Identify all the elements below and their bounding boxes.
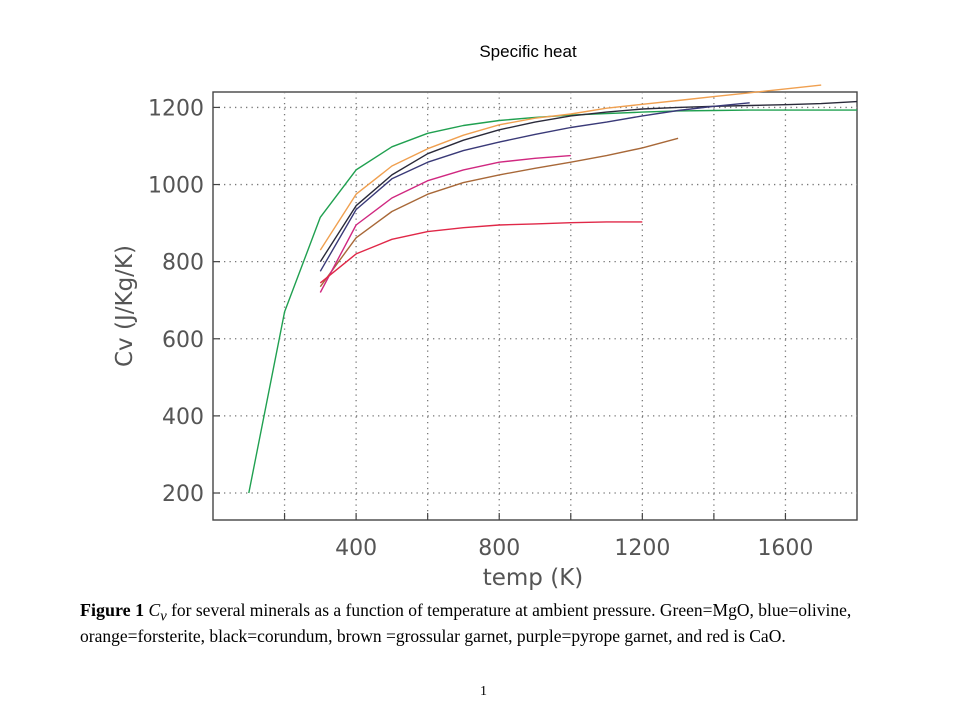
- figure-caption: Figure 1 Cv for several minerals as a fu…: [80, 601, 910, 646]
- y-tick-label: 1000: [148, 174, 204, 199]
- series-lines: [248, 84, 858, 494]
- y-tick-label: 800: [162, 251, 204, 276]
- y-axis-label: Cv (J/Kg/K): [112, 245, 138, 367]
- grid: [213, 92, 857, 520]
- x-tick-label: 400: [335, 536, 377, 561]
- y-tick-label: 400: [162, 405, 204, 430]
- caption-text: for several minerals as a function of te…: [80, 600, 852, 646]
- y-tick-label: 1200: [148, 96, 204, 121]
- x-tick-label: 1600: [757, 536, 813, 561]
- series-line: [319, 137, 679, 288]
- figure-label: Figure 1: [80, 600, 145, 620]
- series-line: [248, 109, 857, 494]
- slide-title: Specific heat: [479, 42, 577, 61]
- x-tick-labels: 400 800 1200 1600: [335, 536, 813, 561]
- page-number: 1: [480, 684, 487, 699]
- x-tick-label: 800: [478, 536, 520, 561]
- y-tick-label: 200: [162, 482, 204, 507]
- series-line: [319, 221, 643, 284]
- axis-ticks: [213, 106, 787, 520]
- series-line: [319, 100, 858, 263]
- cv-symbol: Cv: [148, 600, 167, 625]
- plot-frame: [212, 91, 858, 521]
- x-axis-label: temp (K): [483, 565, 584, 591]
- y-tick-labels: 200 400 600 800 1000 1200: [148, 96, 204, 507]
- series-line: [319, 102, 750, 272]
- y-tick-label: 600: [162, 328, 204, 353]
- cv-symbol-subscript: v: [160, 608, 167, 625]
- cv-symbol-letter: C: [148, 600, 161, 620]
- series-line: [319, 84, 822, 251]
- series-line: [319, 154, 571, 293]
- x-tick-label: 1200: [614, 536, 670, 561]
